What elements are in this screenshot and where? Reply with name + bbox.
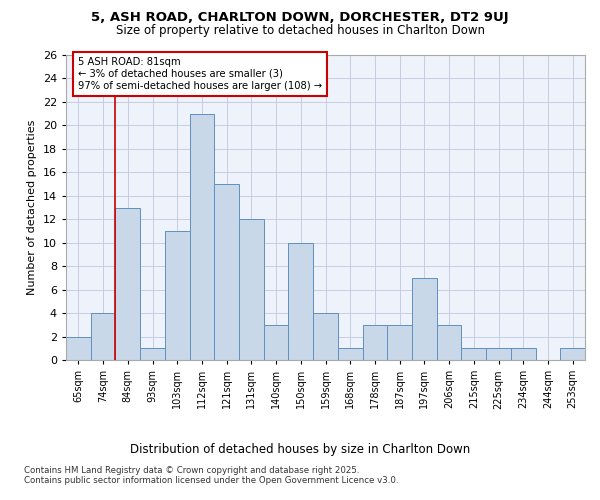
Bar bbox=[560, 348, 585, 360]
Bar bbox=[338, 348, 362, 360]
Bar bbox=[165, 231, 190, 360]
Bar bbox=[511, 348, 536, 360]
Bar bbox=[140, 348, 165, 360]
Text: 5, ASH ROAD, CHARLTON DOWN, DORCHESTER, DT2 9UJ: 5, ASH ROAD, CHARLTON DOWN, DORCHESTER, … bbox=[91, 11, 509, 24]
Bar bbox=[362, 325, 387, 360]
Bar bbox=[437, 325, 461, 360]
Bar bbox=[264, 325, 289, 360]
Text: 5 ASH ROAD: 81sqm
← 3% of detached houses are smaller (3)
97% of semi-detached h: 5 ASH ROAD: 81sqm ← 3% of detached house… bbox=[79, 58, 322, 90]
Bar bbox=[214, 184, 239, 360]
Bar bbox=[91, 313, 115, 360]
Bar bbox=[239, 219, 264, 360]
Bar bbox=[313, 313, 338, 360]
Bar bbox=[412, 278, 437, 360]
Bar bbox=[289, 242, 313, 360]
Text: Distribution of detached houses by size in Charlton Down: Distribution of detached houses by size … bbox=[130, 442, 470, 456]
Bar bbox=[115, 208, 140, 360]
Bar bbox=[190, 114, 214, 360]
Bar bbox=[387, 325, 412, 360]
Bar bbox=[486, 348, 511, 360]
Text: Contains HM Land Registry data © Crown copyright and database right 2025.: Contains HM Land Registry data © Crown c… bbox=[24, 466, 359, 475]
Text: Contains public sector information licensed under the Open Government Licence v3: Contains public sector information licen… bbox=[24, 476, 398, 485]
Text: Size of property relative to detached houses in Charlton Down: Size of property relative to detached ho… bbox=[115, 24, 485, 37]
Bar bbox=[461, 348, 486, 360]
Y-axis label: Number of detached properties: Number of detached properties bbox=[27, 120, 37, 295]
Bar bbox=[66, 336, 91, 360]
